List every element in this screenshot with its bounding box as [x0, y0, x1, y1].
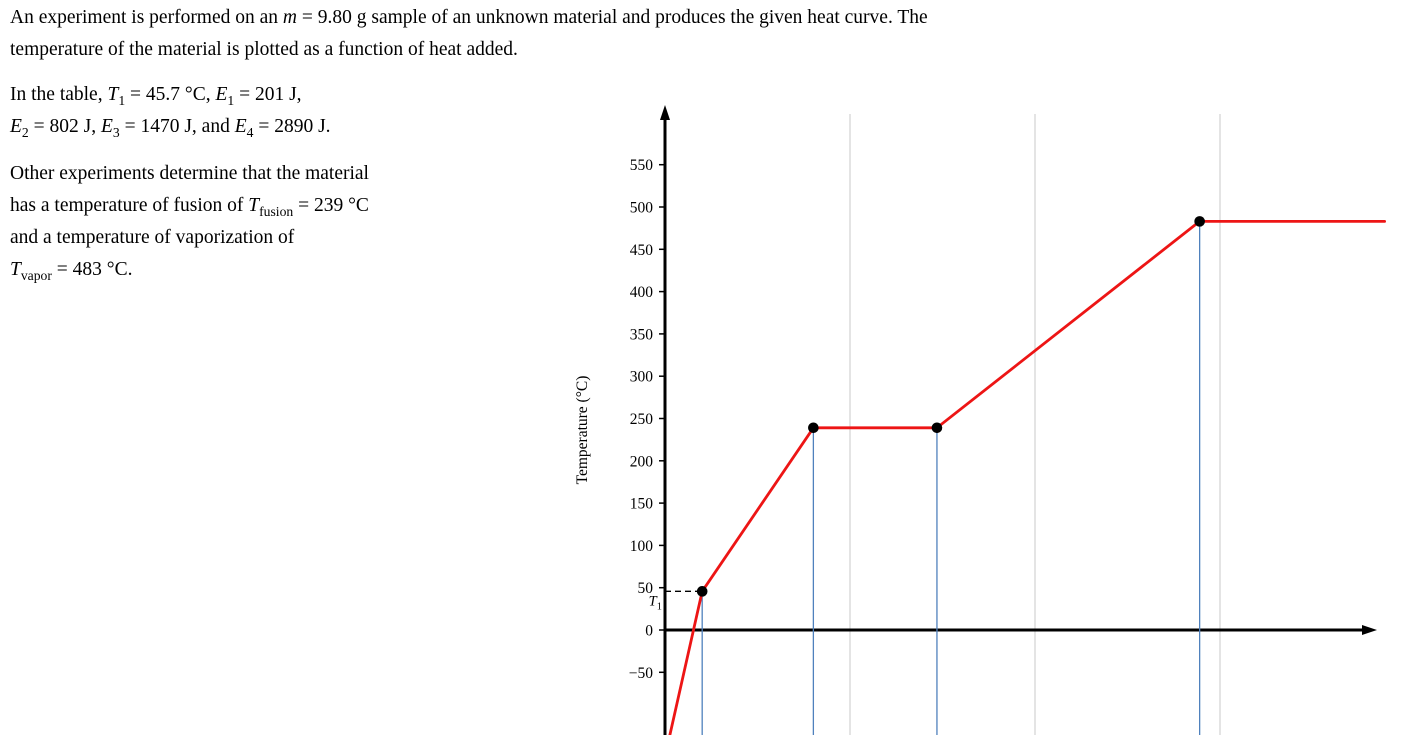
y-tick-label: 50: [638, 580, 654, 597]
math-variable: E: [100, 116, 113, 137]
text-run: In the table,: [10, 84, 108, 105]
text-run: An experiment is performed on an: [10, 7, 283, 28]
y-tick-label: 300: [630, 369, 654, 386]
text-run: and a temperature of vaporization of: [10, 227, 295, 248]
y-tick-label: 400: [630, 284, 654, 301]
y-tick-label: 450: [630, 242, 654, 259]
text-run: temperature of the material is plotted a…: [10, 39, 518, 60]
data-point-dot: [696, 586, 708, 597]
math-subscript: vapor: [20, 267, 52, 283]
problem-given-values-text: In the table, T1 = 45.7 °C, E1 = 201 J, E…: [10, 79, 610, 143]
text-run: = 45.7 °C,: [125, 84, 216, 105]
y-tick-label: 100: [630, 538, 654, 555]
y-tick-label: 250: [630, 411, 654, 428]
y-axis-title: Temperature (°C): [574, 376, 591, 485]
data-point-dot: [808, 422, 819, 434]
heat-curve-line: [668, 220, 1386, 735]
text-run: = 9.80 g sample of an unknown material a…: [297, 7, 928, 28]
text-run: Other experiments determine that the mat…: [10, 163, 369, 184]
y-tick-label: 550: [630, 157, 654, 174]
math-variable: T: [248, 195, 260, 216]
math-variable: E: [10, 116, 22, 137]
math-variable: T: [10, 259, 21, 280]
t1-label: T1: [649, 593, 662, 612]
problem-intro-text: An experiment is performed on an m = 9.8…: [10, 2, 1402, 66]
text-run: = 1470 J, and: [119, 116, 235, 137]
math-variable: E: [215, 84, 228, 105]
problem-other-experiments-text: Other experiments determine that the mat…: [10, 158, 610, 286]
y-tick-label: 350: [630, 326, 654, 343]
math-subscript: 1: [118, 92, 126, 108]
math-subscript: fusion: [259, 203, 294, 219]
y-tick-label: 500: [630, 200, 654, 217]
math-variable: m: [282, 7, 298, 28]
y-axis-arrow: [660, 105, 670, 120]
y-tick-label: −50: [629, 665, 653, 682]
text-run: = 802 J,: [28, 116, 101, 137]
y-tick-label: 0: [645, 623, 653, 640]
x-axis-arrow: [1362, 625, 1377, 635]
math-subscript: 1: [227, 92, 235, 108]
text-run: has a temperature of fusion of: [10, 195, 249, 216]
heat-curve-chart: −50 0 50 100 150 200 250 300 350 400 450 500 550 Temp…: [574, 105, 1386, 735]
text-run: = 483 °C.: [51, 259, 133, 280]
math-variable: E: [234, 116, 247, 137]
text-run: = 201 J,: [234, 84, 302, 105]
data-point-dot: [931, 422, 943, 434]
data-point-dot: [1194, 216, 1205, 227]
text-run: = 2890 J.: [253, 116, 331, 137]
math-subscript: 3: [112, 124, 120, 140]
math-subscript: 2: [21, 124, 29, 140]
math-subscript: 4: [246, 124, 254, 140]
math-variable: T: [107, 84, 119, 105]
y-tick-label: 150: [630, 496, 654, 513]
problem-left-column: In the table, T1 = 45.7 °C, E1 = 201 J, E…: [10, 79, 610, 301]
text-run: = 239 °C: [293, 195, 369, 216]
y-tick-label: 200: [630, 453, 654, 470]
